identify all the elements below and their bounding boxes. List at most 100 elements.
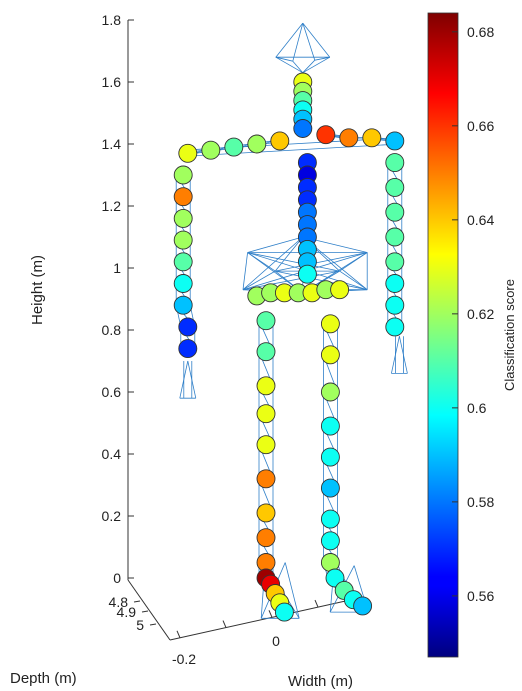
joint-leg-right bbox=[320, 447, 340, 467]
joint-leg-left bbox=[256, 435, 276, 455]
width-axis-label: Width (m) bbox=[288, 673, 353, 690]
joint-arm-right bbox=[385, 252, 405, 272]
mesh-line bbox=[292, 22, 304, 62]
z-tick-label: 0.2 bbox=[102, 508, 122, 524]
joint-shoulder-left bbox=[247, 134, 267, 154]
colorbar-gradient bbox=[427, 12, 459, 658]
joint-leg-left bbox=[256, 469, 276, 489]
colorbar: 0.56 0.58 0.6 0.62 0.64 0.66 0.68 Classificati… bbox=[427, 12, 517, 658]
joint-spine bbox=[297, 264, 317, 284]
joint-shoulder-left bbox=[270, 131, 290, 151]
mesh-line bbox=[275, 270, 368, 291]
mesh-line bbox=[302, 22, 331, 58]
z-tick-label: 1.4 bbox=[102, 136, 122, 152]
colorbar-tick-label: 0.56 bbox=[467, 588, 494, 604]
colorbar-tick-label: 0.68 bbox=[467, 24, 494, 40]
z-tick-label: 0.4 bbox=[102, 446, 122, 462]
mesh-line bbox=[242, 252, 248, 290]
z-tick-label: 1.6 bbox=[102, 74, 122, 90]
joint-arm-right bbox=[385, 295, 405, 315]
depth-tick-label: 5 bbox=[136, 617, 144, 633]
joint-arm-left bbox=[173, 295, 193, 315]
width-tick-mark bbox=[268, 610, 273, 618]
joint-leg-right bbox=[320, 531, 340, 551]
joint-leg-left bbox=[256, 503, 276, 523]
joint-arm-right bbox=[385, 153, 405, 173]
mesh-line bbox=[242, 236, 304, 291]
joint-shoulder-right bbox=[362, 128, 382, 148]
joint-leg-left bbox=[256, 342, 276, 362]
joint-leg-right bbox=[320, 509, 340, 529]
z-tick-label: 1.8 bbox=[102, 12, 122, 28]
depth-axis-label: Depth (m) bbox=[10, 670, 77, 687]
mesh-line bbox=[275, 56, 303, 74]
joint-leg-left bbox=[256, 404, 276, 424]
mesh-line bbox=[284, 562, 300, 619]
joint-hips bbox=[330, 280, 350, 300]
joint-leg-right bbox=[320, 416, 340, 436]
depth-axis-ticks: 4.84.95 bbox=[109, 594, 157, 633]
joint-leg-right bbox=[320, 478, 340, 498]
colorbar-tick-label: 0.64 bbox=[467, 212, 494, 228]
skeleton-mesh bbox=[175, 22, 408, 619]
width-tick-mark bbox=[222, 620, 227, 628]
colorbar-tick-label: 0.6 bbox=[467, 400, 487, 416]
mesh-line bbox=[242, 270, 340, 291]
joint-markers bbox=[173, 72, 405, 622]
width-tick-label: 0 bbox=[272, 633, 280, 649]
mesh-line bbox=[242, 270, 276, 291]
joint-arm-right bbox=[385, 274, 405, 293]
joint-leg-left bbox=[256, 376, 276, 396]
joint-arm-left bbox=[173, 208, 193, 228]
mesh-line bbox=[302, 22, 316, 61]
depth-tick-label: 4.9 bbox=[117, 604, 137, 620]
colorbar-label: Classification score bbox=[502, 279, 517, 391]
mesh-line bbox=[274, 236, 304, 272]
joint-leg-left bbox=[274, 602, 294, 622]
depth-tick-mark bbox=[149, 623, 157, 626]
colorbar-tick-label: 0.66 bbox=[467, 118, 494, 134]
z-tick-label: 1 bbox=[113, 260, 121, 276]
mesh-line bbox=[247, 252, 340, 272]
joint-arm-right bbox=[385, 317, 405, 337]
joint-arm-left bbox=[178, 339, 198, 359]
width-axis-ticks: -0.2 0 bbox=[172, 599, 319, 667]
colorbar-tick-label: 0.58 bbox=[467, 494, 494, 510]
joint-shoulder-left bbox=[224, 137, 244, 157]
depth-tick-label: 4.8 bbox=[109, 594, 129, 610]
joint-shoulder-left bbox=[178, 143, 198, 163]
depth-axis-line bbox=[127, 579, 171, 641]
mesh-line bbox=[275, 252, 368, 272]
joint-arm-left bbox=[173, 274, 193, 293]
mesh-line bbox=[339, 270, 368, 291]
mesh-line bbox=[339, 252, 368, 272]
mesh-line bbox=[275, 22, 304, 58]
mesh-line bbox=[247, 252, 276, 272]
mesh-line bbox=[302, 56, 330, 74]
colorbar-ticks: 0.56 0.58 0.6 0.62 0.64 0.66 0.68 bbox=[452, 24, 494, 604]
joint-arm-left bbox=[173, 187, 193, 207]
width-tick-label: -0.2 bbox=[172, 651, 196, 667]
mesh-line bbox=[292, 60, 304, 73]
joint-arm-right bbox=[385, 227, 405, 247]
joint-leg-left bbox=[256, 311, 276, 331]
z-tick-label: 0.8 bbox=[102, 322, 122, 338]
mesh-line bbox=[247, 236, 303, 253]
joint-leg-right bbox=[320, 382, 340, 402]
joint-leg-left bbox=[256, 528, 276, 548]
joint-arm-left bbox=[173, 252, 193, 272]
width-tick-mark bbox=[176, 630, 181, 638]
joint-arm-right bbox=[385, 177, 405, 197]
joint-shoulder-right bbox=[339, 128, 359, 148]
z-axis-ticks: 0 0.2 0.4 0.6 0.8 1 1.2 1.4 1.6 1.8 bbox=[102, 12, 134, 586]
depth-tick-mark bbox=[141, 610, 149, 613]
joint-leg-right bbox=[320, 345, 340, 365]
joint-shoulder-right bbox=[316, 125, 336, 145]
joint-shoulder-left bbox=[201, 140, 221, 160]
joint-shoulder-right bbox=[385, 131, 405, 151]
width-tick-mark bbox=[314, 599, 319, 608]
mesh-line bbox=[302, 59, 316, 73]
axes-frame bbox=[127, 20, 351, 641]
z-tick-label: 0 bbox=[113, 570, 121, 586]
